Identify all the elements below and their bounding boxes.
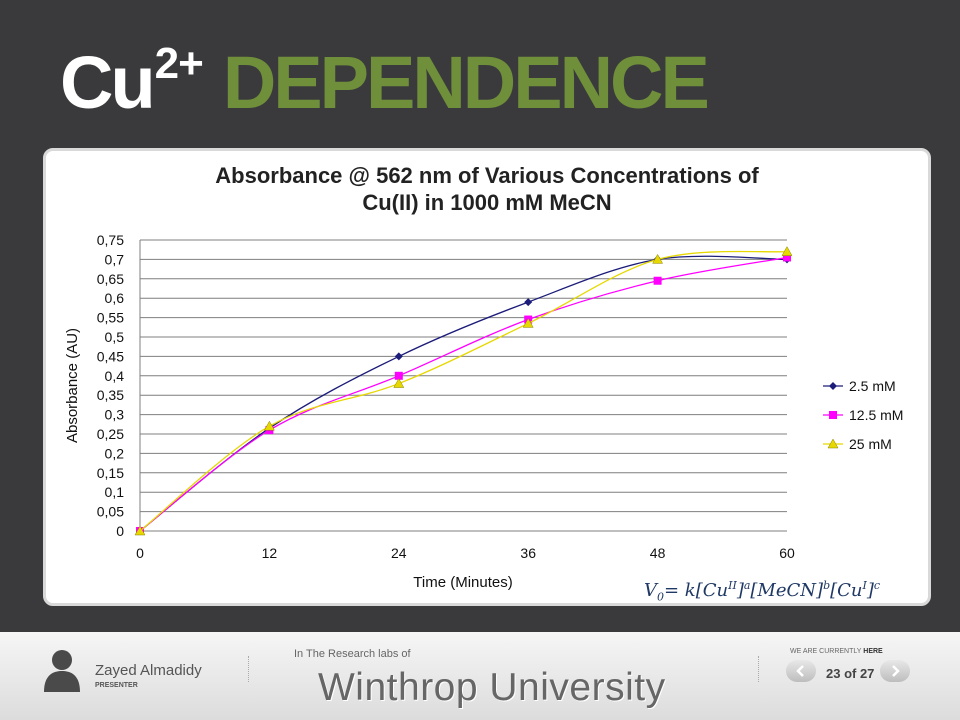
footer-divider	[248, 656, 249, 682]
footer-bar: Zayed Almadidy PRESENTER In The Research…	[0, 632, 960, 720]
chart: Absorbance @ 562 nm of Various Concentra…	[64, 163, 903, 591]
eq-cu-oxidation-2: II	[728, 579, 737, 592]
data-point	[263, 420, 275, 431]
data-point	[653, 276, 662, 285]
x-tick-label: 48	[650, 545, 666, 561]
y-tick-label: 0,05	[97, 504, 124, 520]
eq-exponent-a: a	[743, 579, 751, 592]
series-line	[139, 256, 788, 532]
chevron-right-icon	[892, 665, 900, 677]
legend-marker	[829, 411, 837, 419]
x-tick-label: 24	[391, 545, 407, 561]
chart-card: Absorbance @ 562 nm of Various Concentra…	[43, 148, 931, 606]
legend-label: 2.5 mM	[849, 378, 896, 394]
prev-slide-button[interactable]	[786, 660, 816, 682]
y-tick-label: 0,15	[97, 465, 124, 481]
slide-title: Cu2+ DEPENDENCE	[60, 39, 710, 120]
y-tick-label: 0,55	[97, 310, 124, 326]
y-tick-label: 0	[116, 523, 124, 539]
legend-label: 25 mM	[849, 436, 892, 452]
y-tick-label: 0,25	[97, 426, 124, 442]
y-tick-label: 0,2	[105, 445, 125, 461]
legend-marker	[829, 382, 837, 390]
y-tick-label: 0,6	[105, 290, 125, 306]
x-tick-label: 36	[520, 545, 536, 561]
x-axis-label: Time (Minutes)	[413, 574, 512, 591]
legend-marker	[827, 438, 839, 449]
y-tick-label: 0,7	[105, 251, 125, 267]
person-silhouette-icon	[44, 650, 80, 692]
title-dependence: DEPENDENCE	[222, 41, 710, 124]
x-tick-label: 12	[262, 545, 278, 561]
series-group	[136, 253, 791, 535]
eq-close-1: ]	[736, 580, 744, 601]
data-point	[393, 378, 405, 388]
current-position-label: WE ARE CURRENTLY HERE	[790, 648, 883, 655]
data-point	[394, 352, 403, 361]
title-cu: Cu	[60, 41, 156, 124]
y-axis-label: Absorbance (AU)	[64, 328, 81, 443]
eq-cu-term: [Cu	[830, 580, 863, 601]
series-group	[134, 246, 793, 536]
eq-mecn: [MeCN]	[750, 580, 824, 601]
data-point	[783, 253, 791, 262]
eq-v-subscript: 0	[657, 590, 664, 604]
y-tick-label: 0,3	[105, 407, 125, 423]
eq-exponent-b: b	[823, 579, 831, 592]
data-point	[652, 253, 664, 264]
series-line	[139, 255, 788, 532]
data-point	[524, 298, 533, 307]
chevron-left-icon	[796, 665, 804, 677]
y-tick-label: 0,65	[97, 271, 124, 287]
title-superscript: 2+	[154, 39, 204, 88]
page-indicator: 23 of 27	[826, 666, 875, 681]
eq-k: = k[Cu	[664, 580, 729, 601]
university-name: Winthrop University	[318, 666, 666, 709]
next-slide-button[interactable]	[880, 660, 910, 682]
y-tick-label: 0,1	[105, 484, 125, 500]
data-point	[781, 246, 793, 256]
footer-divider	[758, 656, 759, 682]
chart-title-line: Absorbance @ 562 nm of Various Concentra…	[215, 163, 759, 188]
y-tick-label: 0,5	[105, 329, 125, 345]
labs-text: In The Research labs of	[294, 648, 411, 660]
presenter-role: PRESENTER	[95, 682, 138, 689]
currently-here: HERE	[863, 648, 883, 655]
rate-equation: V0= k[CuII]a[MeCN]b[CuI]c	[644, 579, 880, 604]
presenter-name: Zayed Almadidy	[95, 662, 202, 679]
eq-exponent-c: c	[873, 579, 881, 592]
currently-prefix: WE ARE CURRENTLY	[790, 648, 862, 655]
data-point	[134, 525, 146, 536]
data-point	[394, 371, 403, 380]
eq-cu-oxidation-1: I	[862, 579, 867, 592]
y-tick-label: 0,4	[105, 368, 125, 384]
x-tick-label: 60	[779, 545, 795, 561]
x-tick-label: 0	[136, 545, 144, 561]
y-tick-label: 0,75	[97, 232, 124, 248]
legend-label: 12.5 mM	[849, 407, 903, 423]
series-line	[139, 250, 788, 532]
y-tick-label: 0,45	[97, 348, 124, 364]
chart-title-line: Cu(II) in 1000 mM MeCN	[362, 190, 611, 215]
eq-close-2: ]	[866, 580, 874, 601]
y-tick-label: 0,35	[97, 387, 124, 403]
data-point	[522, 317, 534, 328]
eq-v: V	[644, 580, 657, 601]
